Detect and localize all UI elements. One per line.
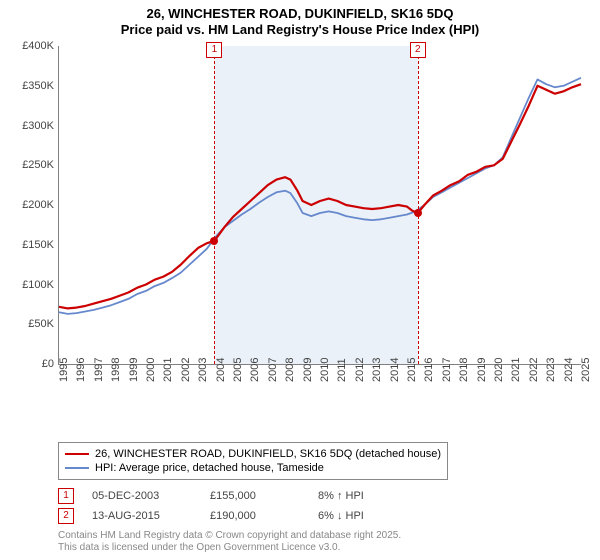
y-tick-label: £200K	[10, 199, 54, 211]
bottom-panel: 26, WINCHESTER ROAD, DUKINFIELD, SK16 5D…	[58, 442, 580, 554]
y-tick-label: £50K	[10, 318, 54, 330]
footer-line-1: Contains HM Land Registry data © Crown c…	[58, 530, 580, 542]
series-hpi	[59, 78, 581, 314]
y-tick-label: £400K	[10, 40, 54, 52]
event-delta: 6% ↓ HPI	[318, 510, 408, 522]
legend-box: 26, WINCHESTER ROAD, DUKINFIELD, SK16 5D…	[58, 442, 448, 480]
plot-area: 12	[58, 46, 581, 365]
chart-container: 26, WINCHESTER ROAD, DUKINFIELD, SK16 5D…	[0, 0, 600, 560]
event-date: 13-AUG-2015	[92, 510, 192, 522]
title-line-1: 26, WINCHESTER ROAD, DUKINFIELD, SK16 5D…	[0, 6, 600, 22]
event-line	[418, 46, 419, 364]
event-line	[214, 46, 215, 364]
event-price: £190,000	[210, 510, 300, 522]
x-tick-label: 2025	[580, 358, 600, 382]
legend-row: 26, WINCHESTER ROAD, DUKINFIELD, SK16 5D…	[65, 447, 441, 461]
series-svg	[59, 46, 581, 364]
y-tick-label: £0	[10, 358, 54, 370]
event-flag: 1	[206, 42, 222, 58]
y-tick-label: £250K	[10, 159, 54, 171]
legend-row: HPI: Average price, detached house, Tame…	[65, 461, 441, 475]
legend-swatch	[65, 467, 89, 469]
event-dot	[414, 209, 422, 217]
event-flag: 2	[410, 42, 426, 58]
event-delta: 8% ↑ HPI	[318, 490, 408, 502]
y-tick-label: £100K	[10, 279, 54, 291]
y-tick-label: £150K	[10, 239, 54, 251]
legend-label: 26, WINCHESTER ROAD, DUKINFIELD, SK16 5D…	[95, 447, 441, 461]
series-price_paid	[59, 84, 581, 308]
chart-wrap: £0£50K£100K£150K£200K£250K£300K£350K£400…	[10, 46, 590, 406]
legend-swatch	[65, 453, 89, 455]
event-idx-badge: 2	[58, 508, 74, 524]
events-table-row: 1 05-DEC-2003 £155,000 8% ↑ HPI	[58, 488, 580, 504]
title-block: 26, WINCHESTER ROAD, DUKINFIELD, SK16 5D…	[0, 0, 600, 39]
y-tick-label: £350K	[10, 80, 54, 92]
footer-line-2: This data is licensed under the Open Gov…	[58, 542, 580, 554]
event-price: £155,000	[210, 490, 300, 502]
event-idx-badge: 1	[58, 488, 74, 504]
event-date: 05-DEC-2003	[92, 490, 192, 502]
events-table: 1 05-DEC-2003 £155,000 8% ↑ HPI 2 13-AUG-2015…	[58, 488, 580, 524]
events-table-row: 2 13-AUG-2015 £190,000 6% ↓ HPI	[58, 508, 580, 524]
footer-note: Contains HM Land Registry data © Crown c…	[58, 530, 580, 554]
title-line-2: Price paid vs. HM Land Registry's House …	[0, 22, 600, 38]
legend-label: HPI: Average price, detached house, Tame…	[95, 461, 324, 475]
y-tick-label: £300K	[10, 120, 54, 132]
event-dot	[210, 237, 218, 245]
